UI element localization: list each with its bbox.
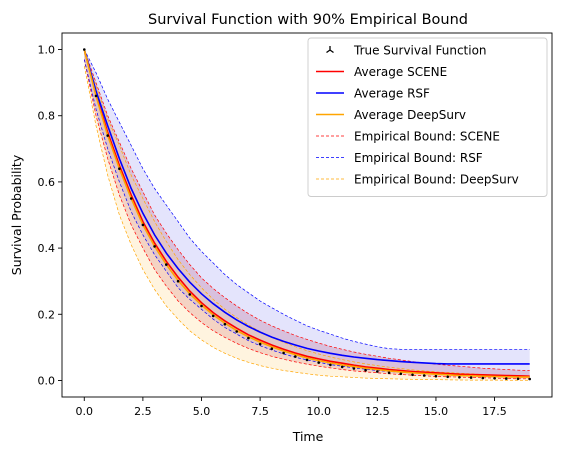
true-survival-function-point <box>422 374 426 377</box>
true-survival-function-point <box>376 370 379 373</box>
legend-empirical-bound-deepsurv-label: Empirical Bound: DeepSurv <box>354 173 519 187</box>
y-tick-label: 0.0 <box>38 374 56 387</box>
true-survival-function-point <box>211 314 215 318</box>
true-survival-function-point <box>387 371 391 375</box>
true-survival-function-point <box>305 358 309 362</box>
true-survival-function-point <box>118 167 121 170</box>
empirical-bound-scene-lower-line <box>83 59 530 380</box>
x-tick-label: 12.5 <box>365 405 390 418</box>
legend-average-deepsurv-label: Average DeepSurv <box>354 108 466 122</box>
true-survival-function-point <box>294 355 297 358</box>
x-tick-label: 17.5 <box>482 405 507 418</box>
true-survival-function-point <box>481 376 485 380</box>
true-survival-function-point <box>176 279 180 283</box>
plot-area <box>83 48 531 381</box>
true-survival-function-point <box>493 377 496 380</box>
y-tick-label: 0.4 <box>38 242 56 255</box>
y-axis-label: Survival Probability <box>9 154 24 275</box>
legend-average-rsf-label: Average RSF <box>354 87 430 101</box>
legend-true-survival-function-label: True Survival Function <box>353 44 487 58</box>
y-tick-label: 0.2 <box>38 308 56 321</box>
legend-empirical-bound-rsf-label: Empirical Bound: RSF <box>354 151 483 165</box>
true-survival-function-point <box>106 134 109 137</box>
true-survival-function-point <box>235 330 238 333</box>
true-survival-function-point <box>141 223 145 227</box>
empirical-bound-rsf-band <box>84 49 530 377</box>
chart-title: Survival Function with 90% Empirical Bou… <box>148 12 468 28</box>
legend-true-survival-function-marker <box>326 46 334 54</box>
true-survival-function-point <box>270 347 274 351</box>
true-survival-function-point <box>364 368 367 372</box>
y-tick-label: 0.8 <box>38 110 56 123</box>
average-scene-line <box>83 49 530 377</box>
true-survival-function-point <box>153 245 156 248</box>
true-survival-function-point <box>188 293 192 296</box>
true-survival-function-point <box>528 377 531 381</box>
true-survival-function-point <box>223 322 227 326</box>
true-survival-function-point <box>129 197 133 200</box>
x-tick-label: 10.0 <box>306 405 331 418</box>
empirical-bound-rsf-lower-line <box>83 59 530 377</box>
x-tick-label: 2.5 <box>134 405 152 418</box>
average-rsf-line <box>83 49 530 365</box>
empirical-bound-deepsurv-upper-line <box>83 52 530 377</box>
x-tick-label: 5.0 <box>193 405 211 418</box>
true-survival-function-point <box>282 351 285 355</box>
true-survival-function-point <box>258 342 262 346</box>
legend-empirical-bound-scene-label: Empirical Bound: SCENE <box>354 130 500 144</box>
legend-box <box>307 37 548 197</box>
true-survival-function-point <box>458 376 461 379</box>
x-tick-label: 7.5 <box>251 405 269 418</box>
empirical-bound-rsf-upper-line <box>83 49 530 350</box>
average-deepsurv-line <box>83 49 530 378</box>
true-survival-function-point <box>446 375 450 379</box>
x-axis-label: Time <box>292 429 324 444</box>
x-tick-label: 0.0 <box>76 405 94 418</box>
true-survival-function-point <box>399 372 403 376</box>
true-survival-function-point <box>165 263 168 266</box>
legend-average-scene-label: Average SCENE <box>354 65 447 79</box>
true-survival-function-point <box>329 363 332 367</box>
axes-frame <box>61 32 553 398</box>
true-survival-function-point <box>434 374 438 378</box>
true-survival-function-point <box>200 304 203 308</box>
legend: True Survival Function Average SCENE Avera… <box>307 37 548 197</box>
true-survival-function-point <box>340 365 344 369</box>
true-survival-function-point <box>317 361 321 364</box>
y-tick-label: 0.6 <box>38 176 56 189</box>
x-tick-label: 15.0 <box>424 405 449 418</box>
y-tick-label: 1.0 <box>38 44 56 57</box>
empirical-bound-deepsurv-lower-line <box>83 66 530 381</box>
true-survival-function-point <box>83 48 86 51</box>
true-survival-function-point <box>469 376 473 379</box>
empirical-bound-scene-upper-line <box>83 49 530 371</box>
true-survival-function-point <box>94 94 98 98</box>
true-survival-function-point <box>516 377 520 381</box>
true-survival-function-point <box>352 367 356 370</box>
true-survival-function-point <box>247 336 250 340</box>
true-survival-function-point <box>505 377 508 380</box>
true-survival-function-point <box>411 373 414 377</box>
y-axis: 0.0 0.2 0.4 0.6 0.8 1.0 <box>38 44 62 387</box>
x-axis: 0.0 2.5 5.0 7.5 10.0 12.5 15.0 17.5 <box>76 397 507 418</box>
